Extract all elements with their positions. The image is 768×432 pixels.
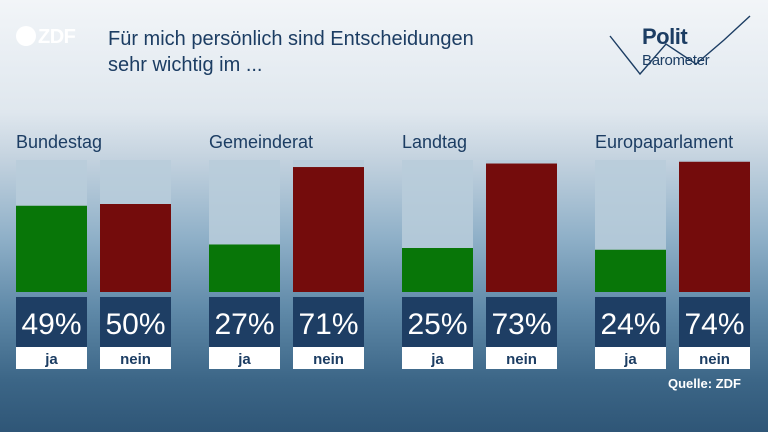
chart-title-line-2: sehr wichtig im ...: [108, 54, 263, 76]
source-note: Quelle: ZDF: [668, 376, 741, 391]
group-label: Landtag: [402, 132, 467, 152]
value-box: [486, 297, 557, 347]
chart-title: Für mich persönlich sind Entscheidungen …: [108, 26, 588, 78]
data-label: 24%: [600, 308, 660, 341]
series-label: nein: [313, 351, 344, 368]
value-box: [595, 297, 666, 347]
bar-ja: [16, 205, 87, 292]
category-box: [679, 347, 750, 369]
series-label: nein: [120, 351, 151, 368]
series-label: ja: [623, 351, 637, 368]
category-box: [293, 347, 364, 369]
series-label: nein: [506, 351, 537, 368]
data-label: 50%: [105, 308, 165, 341]
bar-nein: [293, 167, 364, 292]
data-label: 71%: [298, 308, 358, 341]
politbarometer-zigzag-icon: [609, 15, 751, 76]
politbarometer-logo: Polit Barometer: [604, 14, 754, 76]
bar-ja: [209, 244, 280, 292]
value-box: [679, 297, 750, 347]
zdf-logo-icon: [16, 26, 36, 46]
group-label: Gemeinderat: [209, 132, 313, 152]
series-label: ja: [44, 351, 58, 368]
value-box: [293, 297, 364, 347]
data-label: 25%: [407, 308, 467, 341]
zdf-logo: ZDF: [16, 26, 76, 50]
group-label: Europaparlament: [595, 132, 733, 152]
bar-nein: [679, 161, 750, 292]
data-label: 74%: [684, 308, 744, 341]
bar-ja: [595, 249, 666, 292]
zdf-logo-text: ZDF: [38, 26, 76, 48]
series-label: ja: [430, 351, 444, 368]
category-box: [486, 347, 557, 369]
value-box: [100, 297, 171, 347]
value-box: [16, 297, 87, 347]
bar-ja: [402, 248, 473, 292]
bar-nein: [100, 204, 171, 292]
series-label: nein: [699, 351, 730, 368]
value-box: [209, 297, 280, 347]
group-label: Bundestag: [16, 132, 102, 152]
data-label: 73%: [491, 308, 551, 341]
politbarometer-logo-line-1: Polit: [642, 24, 688, 49]
data-label: 27%: [214, 308, 274, 341]
category-box: [209, 347, 280, 369]
value-box: [402, 297, 473, 347]
category-box: [595, 347, 666, 369]
politbarometer-logo-line-2: Barometer: [642, 52, 710, 69]
chart-title-line-1: Für mich persönlich sind Entscheidungen: [108, 28, 474, 50]
category-box: [402, 347, 473, 369]
series-label: ja: [237, 351, 251, 368]
data-label: 49%: [21, 308, 81, 341]
category-box: [100, 347, 171, 369]
bar-nein: [486, 163, 557, 292]
category-box: [16, 347, 87, 369]
